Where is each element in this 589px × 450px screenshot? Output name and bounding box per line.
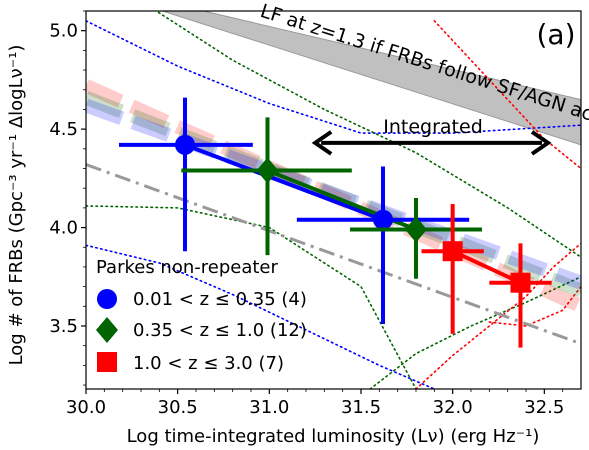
marker-s1-p1 — [175, 134, 195, 155]
x-axis: 30.0 30.5 31.0 31.5 32.0 32.5 — [66, 389, 564, 418]
y-tick-label-3: 4.5 — [49, 119, 78, 140]
data-points-layer — [119, 97, 552, 348]
y-axis-title: Log # of FRBs (Gpc⁻³ yr⁻¹ ΔlogLν⁻¹) — [6, 45, 27, 366]
dotted-curve-6 — [415, 242, 581, 389]
fit-line-3 — [451, 249, 522, 285]
integrated-label: Integrated — [383, 116, 483, 138]
dotted-curve-7 — [433, 20, 581, 170]
legend: Parkes non-repeater 0.01 < z ≤ 0.35 (4) … — [96, 257, 307, 374]
dotted-curves-layer — [86, 11, 581, 389]
plot-area — [86, 11, 581, 389]
model-band-3 — [86, 98, 581, 290]
legend-entry-1: 0.01 < z ≤ 0.35 (4) — [133, 289, 307, 310]
legend-marker-diamond — [96, 317, 118, 343]
dashdot-line — [86, 163, 581, 346]
model-band-2 — [86, 91, 581, 298]
dashdot-line-layer — [86, 163, 581, 346]
x-tick-label-2: 30.5 — [158, 397, 198, 418]
dotted-curve-1 — [86, 20, 581, 134]
marker-s2-p2 — [405, 216, 427, 243]
arrow-head-left — [311, 130, 333, 156]
x-axis-title: Log time-integrated luminosity (Lν) (erg… — [127, 426, 540, 447]
integrated-arrow-layer — [311, 130, 552, 156]
marker-s3-p1 — [442, 241, 463, 262]
x-tick-label-5: 32.0 — [433, 397, 473, 418]
legend-entry-3: 1.0 < z ≤ 3.0 (7) — [133, 353, 284, 374]
marker-s3-p2 — [510, 272, 531, 293]
legend-marker-circle — [97, 289, 117, 309]
y-axis: 3.5 4.0 4.5 5.0 — [49, 10, 86, 386]
marker-s2-p1 — [256, 157, 279, 184]
dotted-curve-5 — [369, 275, 581, 389]
y-tick-label-4: 5.0 — [49, 21, 78, 42]
dotted-curve-3 — [154, 11, 581, 258]
x-tick-label-3: 31.0 — [249, 397, 289, 418]
fit-line-1 — [184, 143, 384, 222]
y-tick-label-1: 3.5 — [49, 316, 78, 337]
legend-marker-square — [97, 352, 117, 372]
dotted-curve-8 — [488, 285, 581, 327]
x-tick-label-6: 32.5 — [524, 397, 564, 418]
x-tick-label-1: 30.0 — [66, 397, 106, 418]
lf-band — [160, 11, 581, 146]
y-tick-label-2: 4.0 — [49, 218, 78, 239]
marker-s1-p2 — [373, 209, 393, 230]
legend-entry-2: 0.35 < z ≤ 1.0 (12) — [133, 320, 307, 341]
panel-label: (a) — [536, 18, 575, 51]
legend-title: Parkes non-repeater — [96, 257, 278, 278]
plot-frame — [85, 10, 582, 390]
x-tick-label-4: 31.5 — [341, 397, 381, 418]
arrow-head-right — [530, 130, 552, 156]
lf-band-layer — [160, 11, 581, 146]
dotted-curve-2 — [86, 244, 436, 389]
